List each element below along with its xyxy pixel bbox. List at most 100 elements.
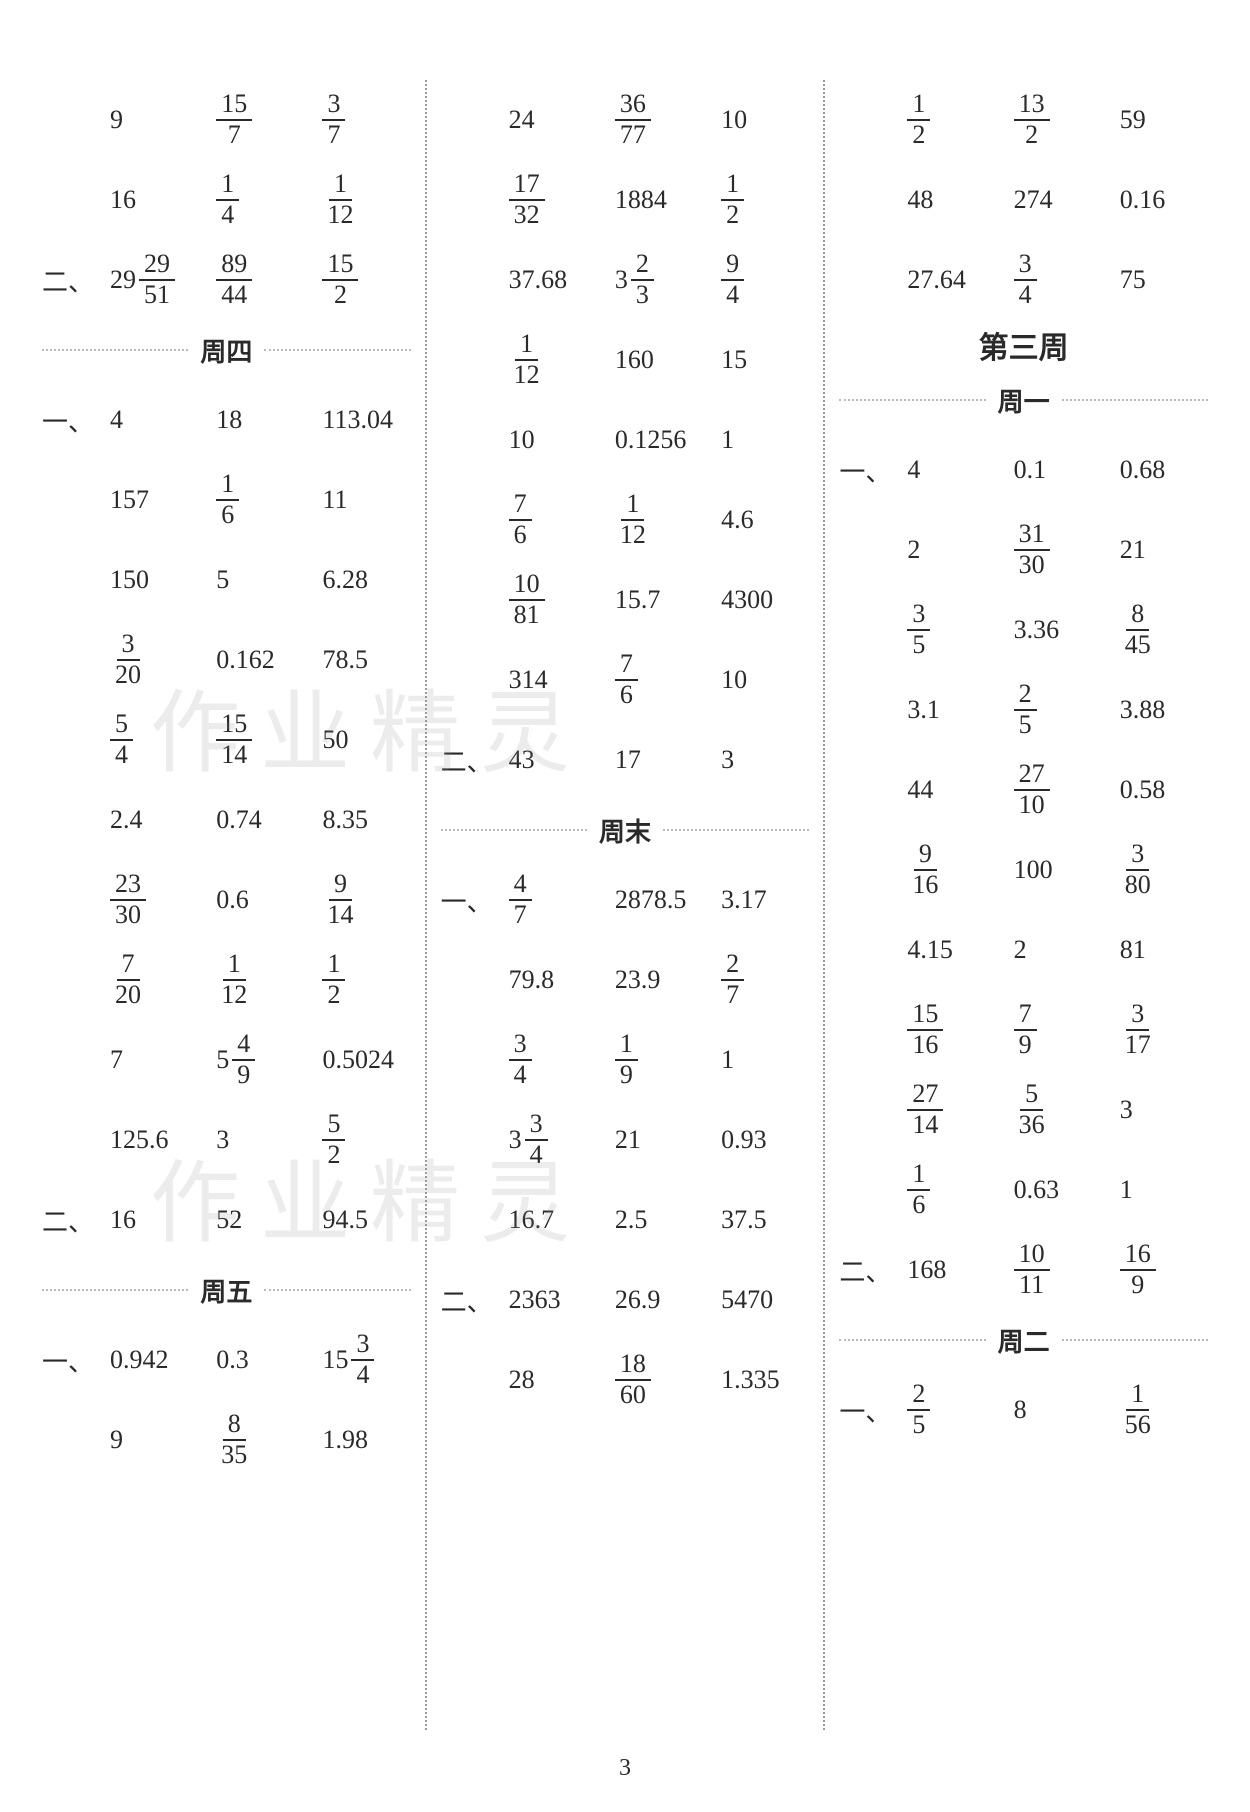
answer-row: 54151450 <box>42 700 411 780</box>
answer-cell: 3.36 <box>1004 600 1102 660</box>
answer-cell: 3.88 <box>1110 680 1208 740</box>
answer-cell: 292951 <box>100 250 198 310</box>
row-prefix: 一、 <box>839 452 889 489</box>
answer-cell: 3 <box>1110 1080 1208 1140</box>
answer-cell: 7 <box>100 1030 198 1090</box>
answer-cell: 3 <box>711 730 809 790</box>
answer-row: 4427100.58 <box>839 750 1208 830</box>
answer-row: 2.40.748.35 <box>42 780 411 860</box>
answer-cell: 10 <box>711 90 809 150</box>
answer-cell: 12 <box>312 950 410 1010</box>
answer-cell: 21 <box>1110 520 1208 580</box>
answer-cell: 5470 <box>711 1270 809 1330</box>
answer-cell: 54 <box>100 710 198 770</box>
answer-cell: 28 <box>499 1350 597 1410</box>
answer-cell: 0.68 <box>1110 440 1208 500</box>
answer-row: 二、2929518944152 <box>42 240 411 320</box>
answer-cell: 8944 <box>206 250 304 310</box>
answer-cell: 4 <box>897 440 995 500</box>
answer-cell: 23.9 <box>605 950 703 1010</box>
answer-cell: 152 <box>312 250 410 310</box>
row-prefix: 二、 <box>42 262 92 299</box>
answer-cell: 1884 <box>605 170 703 230</box>
answer-row: 37.6832394 <box>441 240 810 320</box>
answer-cell: 78.5 <box>312 630 410 690</box>
answer-cell: 3.1 <box>897 680 995 740</box>
answer-cell: 2714 <box>897 1080 995 1140</box>
answer-row: 34191 <box>441 1020 810 1100</box>
day-heading: 周四 <box>42 320 411 380</box>
answer-cell: 0.58 <box>1110 760 1208 820</box>
answer-cell: 0.63 <box>1004 1160 1102 1220</box>
answer-cell: 34 <box>1004 250 1102 310</box>
answer-row: 一、258156 <box>839 1370 1208 1450</box>
answer-cell: 2 <box>1004 920 1102 980</box>
answer-cell: 12 <box>711 170 809 230</box>
answer-cell: 4300 <box>711 570 809 630</box>
answer-row: 2818601.335 <box>441 1340 810 1420</box>
answer-cell: 914 <box>312 870 410 930</box>
answer-cell: 3677 <box>605 90 703 150</box>
answer-cell: 157 <box>206 90 304 150</box>
answer-cell: 52 <box>206 1190 304 1250</box>
column-divider <box>823 80 825 1730</box>
row-prefix: 二、 <box>42 1202 92 1239</box>
answer-row: 916100380 <box>839 830 1208 910</box>
answer-cell: 3130 <box>1004 520 1102 580</box>
row-prefix: 二、 <box>441 742 491 779</box>
answer-cell: 76 <box>499 490 597 550</box>
answer-row: 353.36845 <box>839 590 1208 670</box>
answer-cell: 2710 <box>1004 760 1102 820</box>
answer-cell: 317 <box>1110 1000 1208 1060</box>
answer-cell: 157 <box>100 470 198 530</box>
day-heading: 周五 <box>42 1260 411 1320</box>
answer-row: 23300.6914 <box>42 860 411 940</box>
answer-cell: 8 <box>1004 1380 1102 1440</box>
answer-row: 1213259 <box>839 80 1208 160</box>
column-3: 1213259482740.1627.643475第三周周一一、40.10.68… <box>827 80 1220 1730</box>
answer-row: 二、165294.5 <box>42 1180 411 1260</box>
answer-cell: 18 <box>206 390 304 450</box>
answer-cell: 2363 <box>499 1270 597 1330</box>
answer-cell: 0.5024 <box>312 1030 410 1090</box>
answer-cell: 845 <box>1110 600 1208 660</box>
answer-cell: 48 <box>897 170 995 230</box>
answer-cell: 16 <box>100 1190 198 1250</box>
answer-cell: 1011 <box>1004 1240 1102 1300</box>
answer-cell: 132 <box>1004 90 1102 150</box>
answer-cell: 2878.5 <box>605 870 703 930</box>
answer-cell: 720 <box>100 950 198 1010</box>
answer-cell: 0.1 <box>1004 440 1102 500</box>
answer-cell: 4.15 <box>897 920 995 980</box>
answer-cell: 125.6 <box>100 1110 198 1170</box>
answer-cell: 25 <box>1004 680 1102 740</box>
answer-cell: 26.9 <box>605 1270 703 1330</box>
answer-cell: 79.8 <box>499 950 597 1010</box>
answer-cell: 536 <box>1004 1080 1102 1140</box>
answer-row: 27.643475 <box>839 240 1208 320</box>
answer-cell: 44 <box>897 760 995 820</box>
answer-cell: 15.7 <box>605 570 703 630</box>
answer-row: 一、0.9420.31534 <box>42 1320 411 1400</box>
answer-cell: 0.6 <box>206 870 304 930</box>
answer-cell: 79 <box>1004 1000 1102 1060</box>
answer-cell: 1514 <box>206 710 304 770</box>
answer-cell: 75 <box>1110 250 1208 310</box>
answer-row: 15056.28 <box>42 540 411 620</box>
answer-row: 482740.16 <box>839 160 1208 240</box>
page-number: 3 <box>0 1755 1250 1782</box>
answer-row: 二、236326.95470 <box>441 1260 810 1340</box>
answer-cell: 1 <box>1110 1160 1208 1220</box>
answer-cell: 24 <box>499 90 597 150</box>
answer-cell: 35 <box>897 600 995 660</box>
answer-cell: 17 <box>605 730 703 790</box>
answer-row: 151679317 <box>839 990 1208 1070</box>
answer-cell: 16.7 <box>499 1190 597 1250</box>
answer-row: 1571611 <box>42 460 411 540</box>
answer-cell: 25 <box>897 1380 995 1440</box>
answer-cell: 37.5 <box>711 1190 809 1250</box>
answer-cell: 2330 <box>100 870 198 930</box>
answer-cell: 1081 <box>499 570 597 630</box>
answer-cell: 3.17 <box>711 870 809 930</box>
day-heading-label: 周五 <box>200 1272 252 1309</box>
